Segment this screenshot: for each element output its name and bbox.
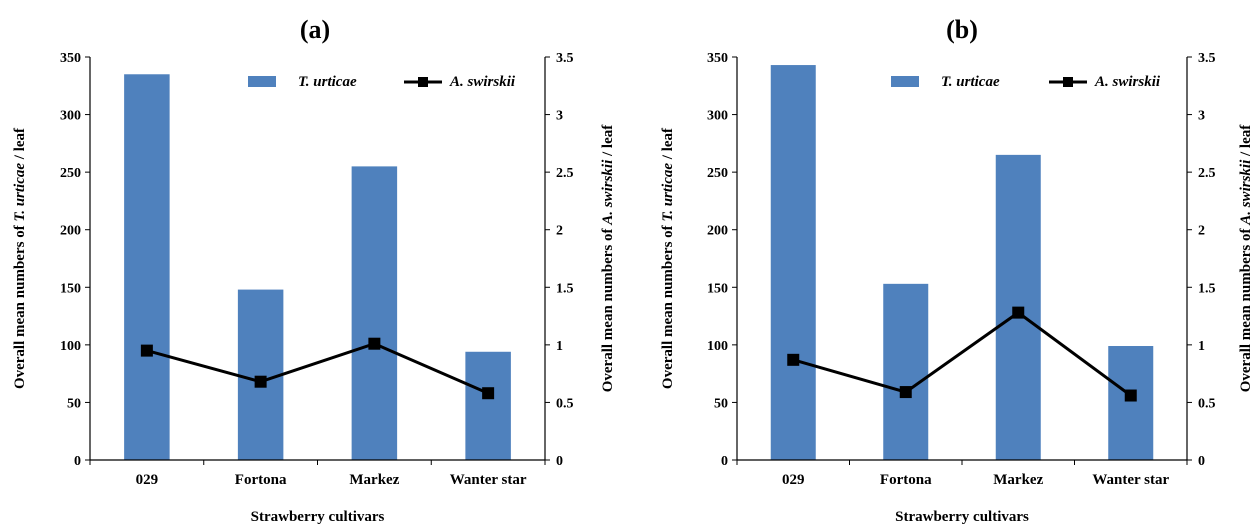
y-tick-label: 350 xyxy=(707,51,728,66)
x-tick-label: Markez xyxy=(993,472,1043,488)
y-tick-label: 50 xyxy=(67,396,81,411)
x-tick-label: Wanter star xyxy=(1092,472,1169,488)
y-tick-label: 0 xyxy=(721,454,728,469)
x-axis-title: Strawberry cultivars xyxy=(251,509,385,525)
x-tick-label: Fortona xyxy=(235,472,287,488)
bar-fortona xyxy=(237,289,284,460)
y-tick-label: 100 xyxy=(707,339,728,354)
y2-tick-label: 3.5 xyxy=(1198,51,1216,66)
y-tick-label: 250 xyxy=(707,166,728,181)
y2-tick-label: 1 xyxy=(1198,339,1205,354)
y-tick-label: 50 xyxy=(714,396,728,411)
y-tick-label: 200 xyxy=(707,224,728,239)
x-tick-label: Wanter star xyxy=(450,472,527,488)
y2-tick-label: 2 xyxy=(556,224,563,239)
chart-panel-a: (a) 0 50 100 150 200 250 300 350 0 0.5 1 1.5 2 2.5 3 3.5… xyxy=(12,15,616,525)
marker-markez xyxy=(368,337,381,350)
marker-029 xyxy=(140,344,153,357)
bar-wanter-star xyxy=(465,351,511,460)
legend-swatch-marker xyxy=(1063,77,1073,87)
marker-markez xyxy=(1012,306,1025,319)
y2-tick-label: 1.5 xyxy=(1198,281,1216,296)
y-axis-title-right: Overall mean numbers of A. swirskii / le… xyxy=(1238,124,1254,393)
y2-tick-label: 2.5 xyxy=(1198,166,1216,181)
bar-fortona xyxy=(883,283,929,460)
legend-swatch-marker xyxy=(418,77,428,87)
legend-label-bar: T. urticae xyxy=(941,74,1000,90)
y-tick-label: 350 xyxy=(60,51,81,66)
chart-panel-b: (b) 0 50 100 150 200 250 300 350 0 0.5 1 1.5 2 2.5 3 3.5… xyxy=(660,15,1254,525)
y-tick-label: 100 xyxy=(60,339,81,354)
y-tick-label: 250 xyxy=(60,166,81,181)
panel-title: (a) xyxy=(300,15,330,44)
legend-label-line: A. swirskii xyxy=(1094,74,1161,90)
bar-wanter-star xyxy=(1108,346,1154,460)
x-tick-label: Markez xyxy=(349,472,399,488)
marker-wanter-star xyxy=(1124,389,1137,402)
line-a-swirskii xyxy=(146,342,489,395)
y2-tick-label: 2 xyxy=(1198,224,1205,239)
y-tick-label: 200 xyxy=(60,224,81,239)
y-axis-title-left: Overall mean numbers of T. urticae / lea… xyxy=(660,127,676,389)
y2-tick-label: 1.5 xyxy=(556,281,574,296)
legend-swatch-bar xyxy=(891,76,919,87)
marker-029 xyxy=(787,353,800,366)
marker-fortona xyxy=(899,386,912,399)
y2-tick-label: 3 xyxy=(556,109,563,124)
bar-029 xyxy=(770,65,816,460)
y2-tick-label: 3 xyxy=(1198,109,1205,124)
y-tick-label: 300 xyxy=(60,109,81,124)
y2-tick-label: 3.5 xyxy=(556,51,574,66)
y2-tick-label: 1 xyxy=(556,339,563,354)
y2-tick-label: 0 xyxy=(1198,454,1205,469)
y-tick-label: 150 xyxy=(60,281,81,296)
x-axis-title: Strawberry cultivars xyxy=(895,509,1029,525)
y2-tick-label: 0.5 xyxy=(556,396,574,411)
x-tick-label: Fortona xyxy=(880,472,932,488)
legend-swatch-bar xyxy=(248,76,276,87)
y-tick-label: 150 xyxy=(707,281,728,296)
panel-title: (b) xyxy=(946,15,978,44)
x-tick-label: 029 xyxy=(782,472,805,488)
marker-wanter-star xyxy=(482,387,495,400)
line-a-swirskii xyxy=(792,310,1132,397)
bar-029 xyxy=(124,74,170,461)
y-axis-title-right: Overall mean numbers of A. swirskii / le… xyxy=(600,124,616,393)
y2-tick-label: 0 xyxy=(556,454,563,469)
bar-markez xyxy=(351,166,398,460)
legend-label-line: A. swirskii xyxy=(449,74,516,90)
marker-fortona xyxy=(254,375,267,388)
y-tick-label: 300 xyxy=(707,109,728,124)
legend-label-bar: T. urticae xyxy=(298,74,357,90)
y2-tick-label: 0.5 xyxy=(1198,396,1216,411)
y-axis-title-left: Overall mean numbers of T. urticae / lea… xyxy=(12,127,28,389)
y2-tick-label: 2.5 xyxy=(556,166,574,181)
y-tick-label: 0 xyxy=(74,454,81,469)
x-tick-label: 029 xyxy=(136,472,159,488)
